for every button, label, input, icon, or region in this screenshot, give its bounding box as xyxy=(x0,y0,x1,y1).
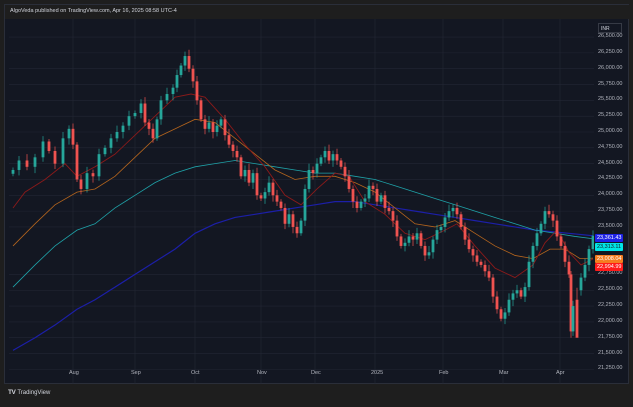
y-tick-label: 25,000.00 xyxy=(598,128,623,134)
x-tick-label: 2025 xyxy=(371,370,384,376)
x-tick-label: Apr xyxy=(556,370,565,376)
y-tick-label: 24,000.00 xyxy=(598,191,623,198)
price-tag: 22,994.99 xyxy=(595,263,624,271)
x-tick-label: Mar xyxy=(499,370,509,376)
tradingview-logo-text: TradingView xyxy=(17,389,51,396)
x-tick-label: Sep xyxy=(131,370,141,376)
x-tick-label: Nov xyxy=(257,370,267,376)
y-tick-label: 22,000.00 xyxy=(598,317,623,324)
y-tick-label: 25,250.00 xyxy=(598,112,623,119)
y-tick-label: 25,500.00 xyxy=(598,96,623,103)
y-tick-label: 21,750.00 xyxy=(598,333,623,340)
y-tick-label: 26,250.00 xyxy=(598,48,623,55)
footer: TV TradingView xyxy=(0,384,633,407)
x-tick-label: Aug xyxy=(69,370,79,376)
y-tick-label: 22,500.00 xyxy=(598,286,623,293)
y-tick-label: 21,500.00 xyxy=(598,349,623,356)
y-tick-label: 26,000.00 xyxy=(598,64,623,71)
tradingview-logo[interactable]: TV TradingView xyxy=(8,389,50,396)
x-tick-label: Oct xyxy=(191,370,200,376)
y-tick-label: 25,750.00 xyxy=(598,80,623,87)
chart-frame: AlgoVeda published on TradingView.com, A… xyxy=(4,4,630,385)
grid xyxy=(9,19,594,385)
y-tick-label: 22,250.00 xyxy=(598,302,623,309)
chart-plot-area[interactable] xyxy=(9,19,594,385)
y-tick-label: 22,750.00 xyxy=(598,270,623,277)
tradingview-logo-icon: TV xyxy=(8,389,16,396)
y-tick-label: 21,250.00 xyxy=(598,365,623,372)
candlestick-chart[interactable] xyxy=(9,19,594,385)
currency-label: INR xyxy=(598,23,622,33)
y-tick-label: 24,750.00 xyxy=(598,143,623,150)
candles xyxy=(11,49,594,338)
price-tag: 23,008.04 xyxy=(595,255,624,263)
x-tick-label: Dec xyxy=(311,370,321,376)
chart-header: AlgoVeda published on TradingView.com, A… xyxy=(5,5,630,19)
y-tick-label: 24,250.00 xyxy=(598,175,623,182)
y-tick-label: 23,750.00 xyxy=(598,207,623,214)
ma-fast-line xyxy=(12,93,594,279)
ma-mid-line xyxy=(12,118,594,260)
x-tick-label: Feb xyxy=(439,370,449,376)
y-tick-label: 24,500.00 xyxy=(598,159,623,166)
y-tick-label: 26,500.00 xyxy=(598,33,623,40)
ma-slow-line xyxy=(12,160,594,288)
price-tag: 23,361.43 xyxy=(595,234,624,242)
ma-long-line xyxy=(12,201,594,351)
moving-averages xyxy=(12,93,594,351)
y-tick-label: 23,500.00 xyxy=(598,222,623,229)
publisher-info: AlgoVeda published on TradingView.com, A… xyxy=(10,8,177,14)
price-tag: 23,313.11 xyxy=(595,243,624,251)
